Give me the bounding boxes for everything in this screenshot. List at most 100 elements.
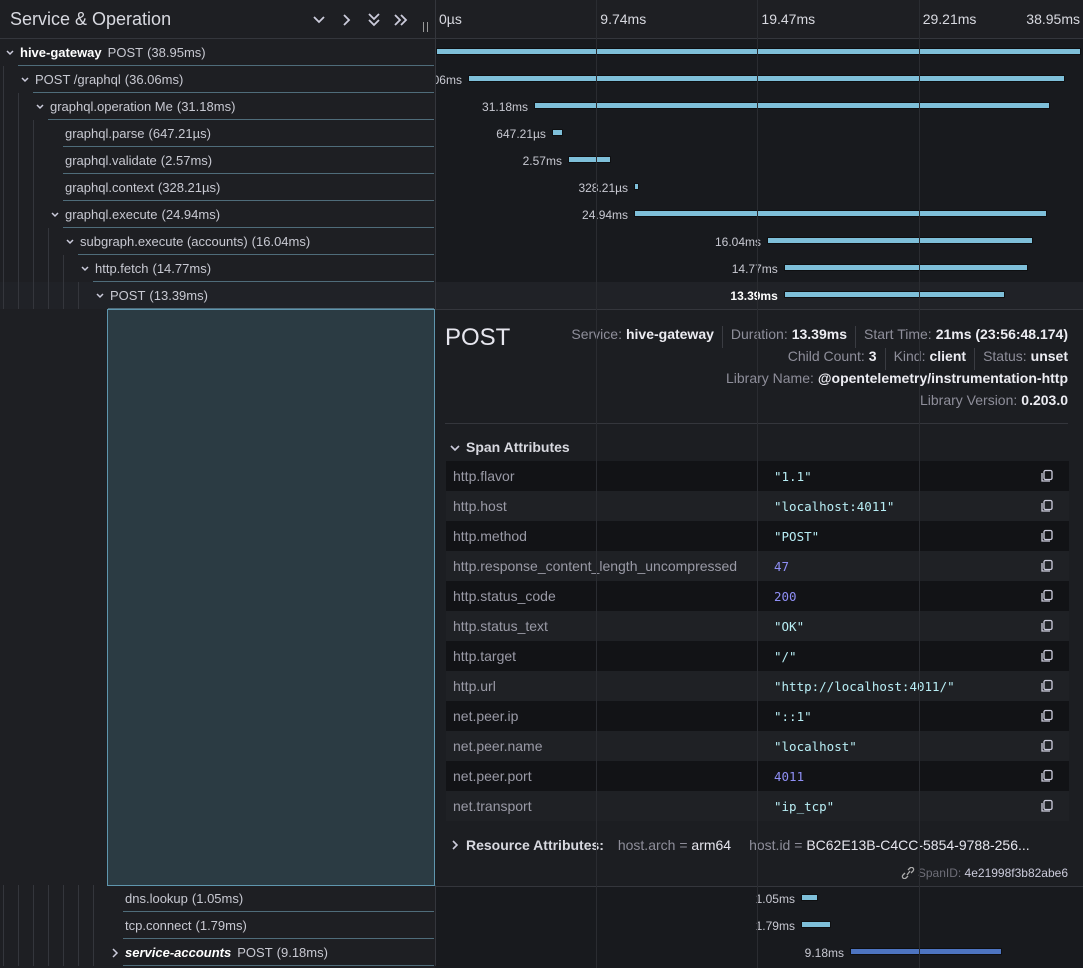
expand-toggle[interactable]	[95, 291, 105, 301]
resizer[interactable]	[423, 22, 428, 32]
span-bar[interactable]	[783, 291, 1006, 298]
tree-guide	[33, 912, 34, 939]
span-bar[interactable]	[467, 75, 1066, 82]
expand-toggle[interactable]	[50, 210, 60, 220]
span-id: SpanID: 4e21998f3b82abe6	[901, 866, 1068, 880]
resource-value: arm64	[675, 837, 731, 853]
span-bar[interactable]	[849, 948, 1002, 955]
span-bar[interactable]	[567, 156, 611, 163]
attribute-key: http.response_content_length_uncompresse…	[453, 558, 738, 574]
duration: 2.57ms	[161, 153, 212, 168]
tree-guide	[33, 885, 34, 912]
span-row[interactable]: http.fetch14.77ms14.77ms	[0, 255, 1083, 282]
span-row[interactable]: graphql.operation Me 31.18ms 31.18ms	[0, 93, 1083, 120]
span-bar[interactable]	[800, 894, 819, 901]
span-bar[interactable]	[783, 264, 1029, 271]
span-bar[interactable]	[534, 102, 1051, 109]
tree-guide	[3, 147, 4, 174]
row-border	[93, 281, 434, 282]
attribute-value: "POST"	[774, 529, 820, 544]
timeline-lane: 1.79ms	[435, 912, 1083, 939]
timeline-lane: 13.39ms	[435, 282, 1083, 309]
expand-icon[interactable]	[449, 442, 461, 454]
expand-toggle[interactable]	[20, 75, 30, 85]
copy-button[interactable]	[1040, 799, 1054, 813]
bar-label: 36.06ms	[435, 73, 462, 87]
copy-button[interactable]	[1040, 769, 1054, 783]
copy-button[interactable]	[1040, 709, 1054, 723]
copy-button[interactable]	[1040, 589, 1054, 603]
timeline-lane: 1.05ms	[435, 885, 1083, 912]
span-row[interactable]: graphql.execute 24.94ms 24.94ms	[0, 201, 1083, 228]
span-row[interactable]: POST /graphql 36.06ms 36.06ms	[0, 66, 1083, 93]
meta-value: hive-gateway	[625, 326, 714, 342]
expand-toggle[interactable]	[80, 264, 90, 274]
copy-button[interactable]	[1040, 649, 1054, 663]
copy-button[interactable]	[1040, 739, 1054, 753]
attribute-value: "/"	[774, 649, 797, 664]
grid-line	[596, 0, 598, 968]
attribute-value: "::1"	[774, 709, 812, 724]
timeline-lane: 328.21µs	[435, 174, 1083, 201]
tick-label: 19.47ms	[761, 11, 816, 27]
meta-item: Library Version: 0.203.0	[912, 392, 1068, 414]
operation-name: graphql.parse	[65, 126, 145, 141]
row-border	[18, 65, 434, 66]
copy-button[interactable]	[1040, 469, 1054, 483]
span-bar[interactable]	[551, 129, 563, 136]
span-label: graphql.execute 24.94ms	[65, 207, 220, 222]
copy-button[interactable]	[1040, 679, 1054, 693]
tree-guide	[63, 939, 64, 966]
tree-guide	[33, 147, 34, 174]
grid-line	[757, 0, 759, 968]
tree-controls[interactable]	[310, 10, 420, 30]
span-row[interactable]: graphql.validate 2.57ms 2.57ms	[0, 147, 1083, 174]
tree-guide	[3, 282, 4, 309]
meta-item: Service:hive-gateway	[563, 326, 714, 348]
resource-attributes: Resource Attributes: host.archarm64 host.…	[466, 837, 1048, 853]
bar-label: 1.79ms	[755, 919, 795, 933]
expand-toggle[interactable]	[5, 48, 15, 58]
span-row[interactable]: dns.lookup 1.05ms 1.05ms	[0, 885, 1083, 912]
expand-icon[interactable]	[449, 839, 461, 851]
detail-meta: Service:hive-gateway Duration:13.39ms Star…	[555, 326, 1068, 414]
copy-button[interactable]	[1040, 529, 1054, 543]
tree-guide	[33, 282, 34, 309]
expand-toggle[interactable]	[110, 948, 120, 958]
timeline-lane: 31.18ms	[435, 93, 1083, 120]
row-border	[123, 938, 434, 939]
operation-name: POST	[237, 945, 273, 960]
link-icon[interactable]	[901, 866, 915, 880]
span-row[interactable]: tcp.connect 1.79ms 1.79ms	[0, 912, 1083, 939]
span-row[interactable]: POST13.39ms13.39ms	[0, 282, 1083, 309]
span-bar[interactable]	[800, 921, 831, 928]
copy-button[interactable]	[1040, 619, 1054, 633]
span-bar[interactable]	[634, 210, 1048, 217]
span-bar[interactable]	[634, 183, 640, 190]
duration: 1.79ms	[196, 918, 247, 933]
tree-guide	[3, 255, 4, 282]
meta-value: 3	[868, 348, 877, 364]
attribute-key: net.peer.name	[453, 738, 543, 754]
tree-guide	[78, 912, 79, 939]
expand-toggle[interactable]	[35, 102, 45, 112]
detail-indent	[107, 309, 435, 886]
span-row[interactable]: graphql.context 328.21µs 328.21µs	[0, 174, 1083, 201]
copy-button[interactable]	[1040, 499, 1054, 513]
span-row[interactable]: graphql.parse 647.21µs 647.21µs	[0, 120, 1083, 147]
span-bar[interactable]	[767, 237, 1033, 244]
tree-guide	[18, 885, 19, 912]
row-border	[108, 308, 434, 309]
span-row[interactable]: service-accounts POST 9.18ms 9.18ms	[0, 939, 1083, 966]
span-row[interactable]: subgraph.execute (accounts) 16.04ms 16.04m…	[0, 228, 1083, 255]
meta-label: Library Version:	[920, 392, 1018, 408]
span-bar[interactable]	[436, 48, 1081, 55]
row-border	[78, 254, 434, 255]
expand-toggle[interactable]	[65, 237, 75, 247]
span-row[interactable]: hive-gatewayPOST38.95ms38.95ms	[0, 39, 1083, 66]
tick-label: 29.21ms	[922, 11, 977, 27]
span-label: tcp.connect 1.79ms	[125, 918, 247, 933]
tree-guide	[18, 282, 19, 309]
copy-button[interactable]	[1040, 559, 1054, 573]
meta-row: Child Count: 3 Kind: client Status: unset	[555, 348, 1068, 370]
